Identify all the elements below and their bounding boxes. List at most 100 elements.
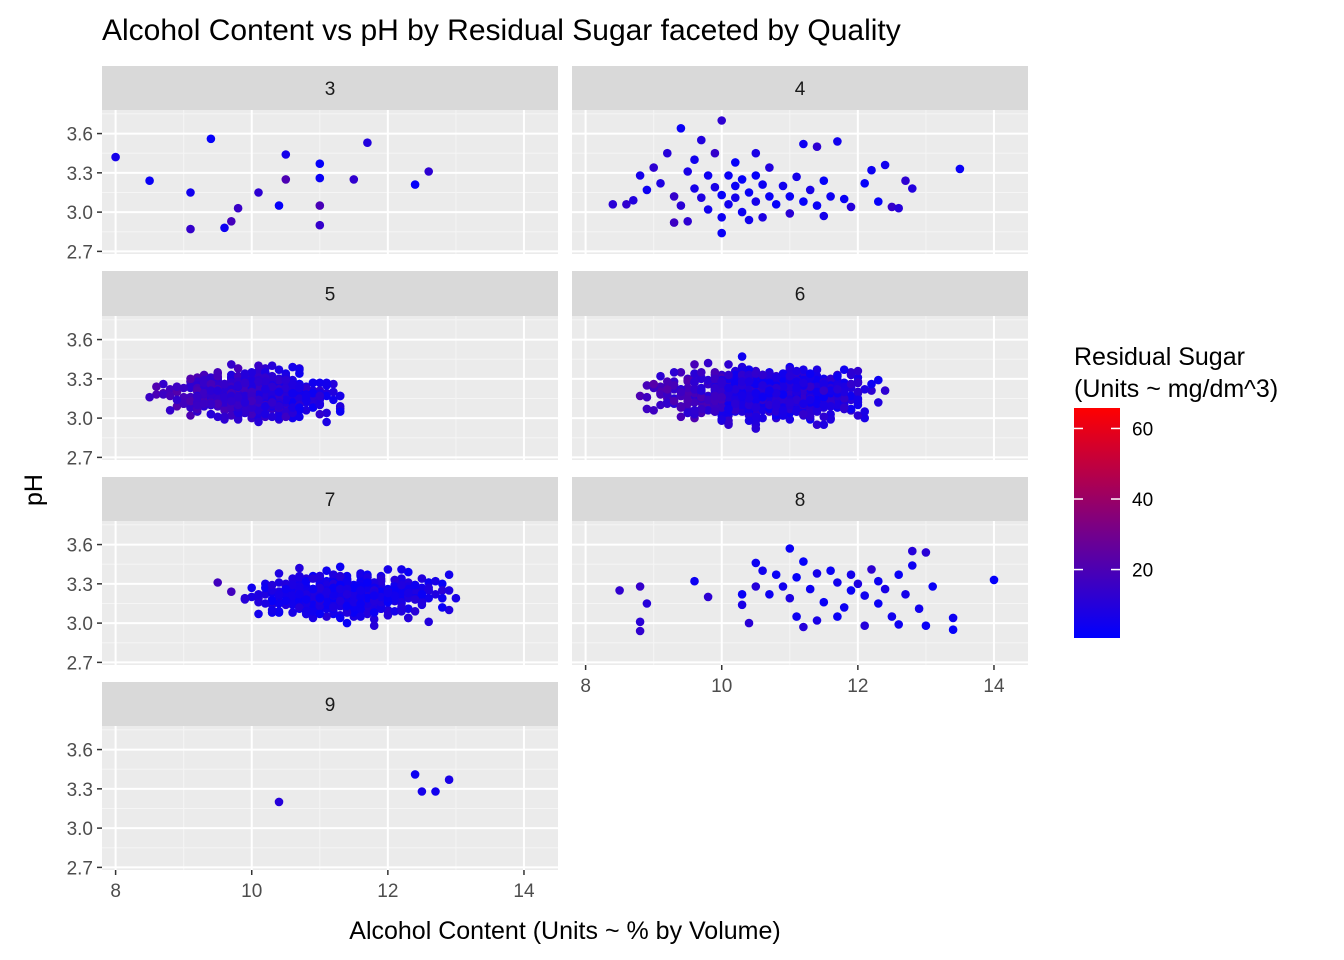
- data-point: [853, 366, 863, 376]
- facet-points: [608, 116, 965, 238]
- legend-tick-label: 20: [1132, 561, 1153, 582]
- data-point: [267, 371, 277, 381]
- data-point: [737, 407, 747, 416]
- legend-colorbar: [1074, 408, 1120, 638]
- data-point: [322, 566, 331, 575]
- data-point: [335, 596, 345, 606]
- data-point: [261, 599, 270, 608]
- data-point: [261, 385, 270, 394]
- data-point: [417, 787, 427, 796]
- data-point: [703, 406, 713, 415]
- data-point: [322, 381, 331, 390]
- data-point: [247, 368, 256, 377]
- data-point: [301, 391, 311, 401]
- data-point: [731, 181, 740, 191]
- data-point: [431, 787, 440, 796]
- data-point: [315, 609, 325, 619]
- data-point: [771, 570, 781, 579]
- data-point: [431, 590, 440, 599]
- data-point: [438, 579, 447, 589]
- data-point: [111, 152, 120, 162]
- data-point: [690, 369, 699, 378]
- data-point: [227, 217, 236, 226]
- data-point: [295, 603, 304, 612]
- data-point: [274, 599, 284, 608]
- data-point: [274, 201, 284, 210]
- data-point: [315, 173, 325, 183]
- data-point: [308, 378, 318, 388]
- data-point: [826, 415, 835, 424]
- data-point: [737, 207, 747, 217]
- data-point: [308, 403, 318, 412]
- data-point: [281, 412, 291, 422]
- data-point: [669, 396, 679, 406]
- data-point: [315, 220, 325, 230]
- data-point: [220, 223, 229, 233]
- data-point: [737, 352, 747, 361]
- facet-strip-label: 6: [795, 285, 806, 306]
- y-tick-label: 3.3: [67, 780, 93, 801]
- data-point: [758, 392, 767, 402]
- data-point: [833, 578, 842, 587]
- data-point: [417, 597, 427, 607]
- data-point: [758, 566, 767, 575]
- data-point: [356, 592, 365, 602]
- data-point: [233, 381, 243, 390]
- data-point: [274, 569, 284, 578]
- data-point: [186, 188, 195, 197]
- data-point: [145, 392, 154, 402]
- data-point: [778, 369, 788, 378]
- facet-points: [274, 770, 454, 807]
- data-point: [799, 139, 808, 149]
- legend-title-line2: (Units ~ mg/dm^3): [1074, 375, 1278, 403]
- data-point: [295, 365, 304, 375]
- data-point: [792, 573, 801, 582]
- data-point: [261, 583, 270, 593]
- data-point: [656, 400, 665, 410]
- data-point: [404, 588, 413, 598]
- data-point: [635, 626, 645, 636]
- y-tick-label: 3.6: [67, 125, 93, 146]
- data-point: [690, 398, 699, 407]
- data-point: [390, 591, 400, 600]
- data-point: [799, 557, 808, 566]
- data-point: [710, 182, 720, 192]
- data-point: [751, 148, 761, 158]
- facet-strip: [102, 682, 558, 726]
- data-point: [955, 164, 965, 174]
- data-point: [717, 392, 726, 402]
- x-tick-label: 12: [377, 881, 398, 902]
- data-point: [159, 379, 168, 389]
- data-point: [308, 607, 318, 616]
- data-point: [751, 403, 761, 412]
- data-point: [703, 375, 713, 385]
- data-point: [717, 190, 726, 200]
- data-point: [383, 565, 393, 574]
- x-tick-label: 12: [847, 676, 868, 697]
- data-point: [186, 224, 195, 234]
- data-point: [758, 370, 767, 380]
- facet-strip-label: 4: [795, 79, 806, 100]
- data-point: [335, 584, 345, 594]
- data-point: [424, 617, 434, 627]
- data-point: [172, 395, 182, 405]
- data-point: [363, 593, 372, 603]
- data-point: [676, 403, 686, 412]
- data-point: [267, 398, 277, 407]
- data-point: [737, 377, 747, 386]
- data-point: [227, 403, 236, 412]
- data-point: [812, 406, 822, 415]
- data-point: [615, 586, 624, 595]
- data-point: [771, 388, 781, 398]
- data-point: [989, 575, 999, 585]
- data-point: [669, 368, 679, 377]
- data-point: [281, 584, 291, 594]
- data-point: [261, 590, 270, 599]
- facet-strip: [572, 271, 1028, 316]
- data-point: [778, 382, 788, 392]
- data-point: [867, 565, 876, 574]
- data-point: [356, 569, 365, 578]
- data-point: [642, 185, 652, 195]
- data-point: [247, 592, 256, 602]
